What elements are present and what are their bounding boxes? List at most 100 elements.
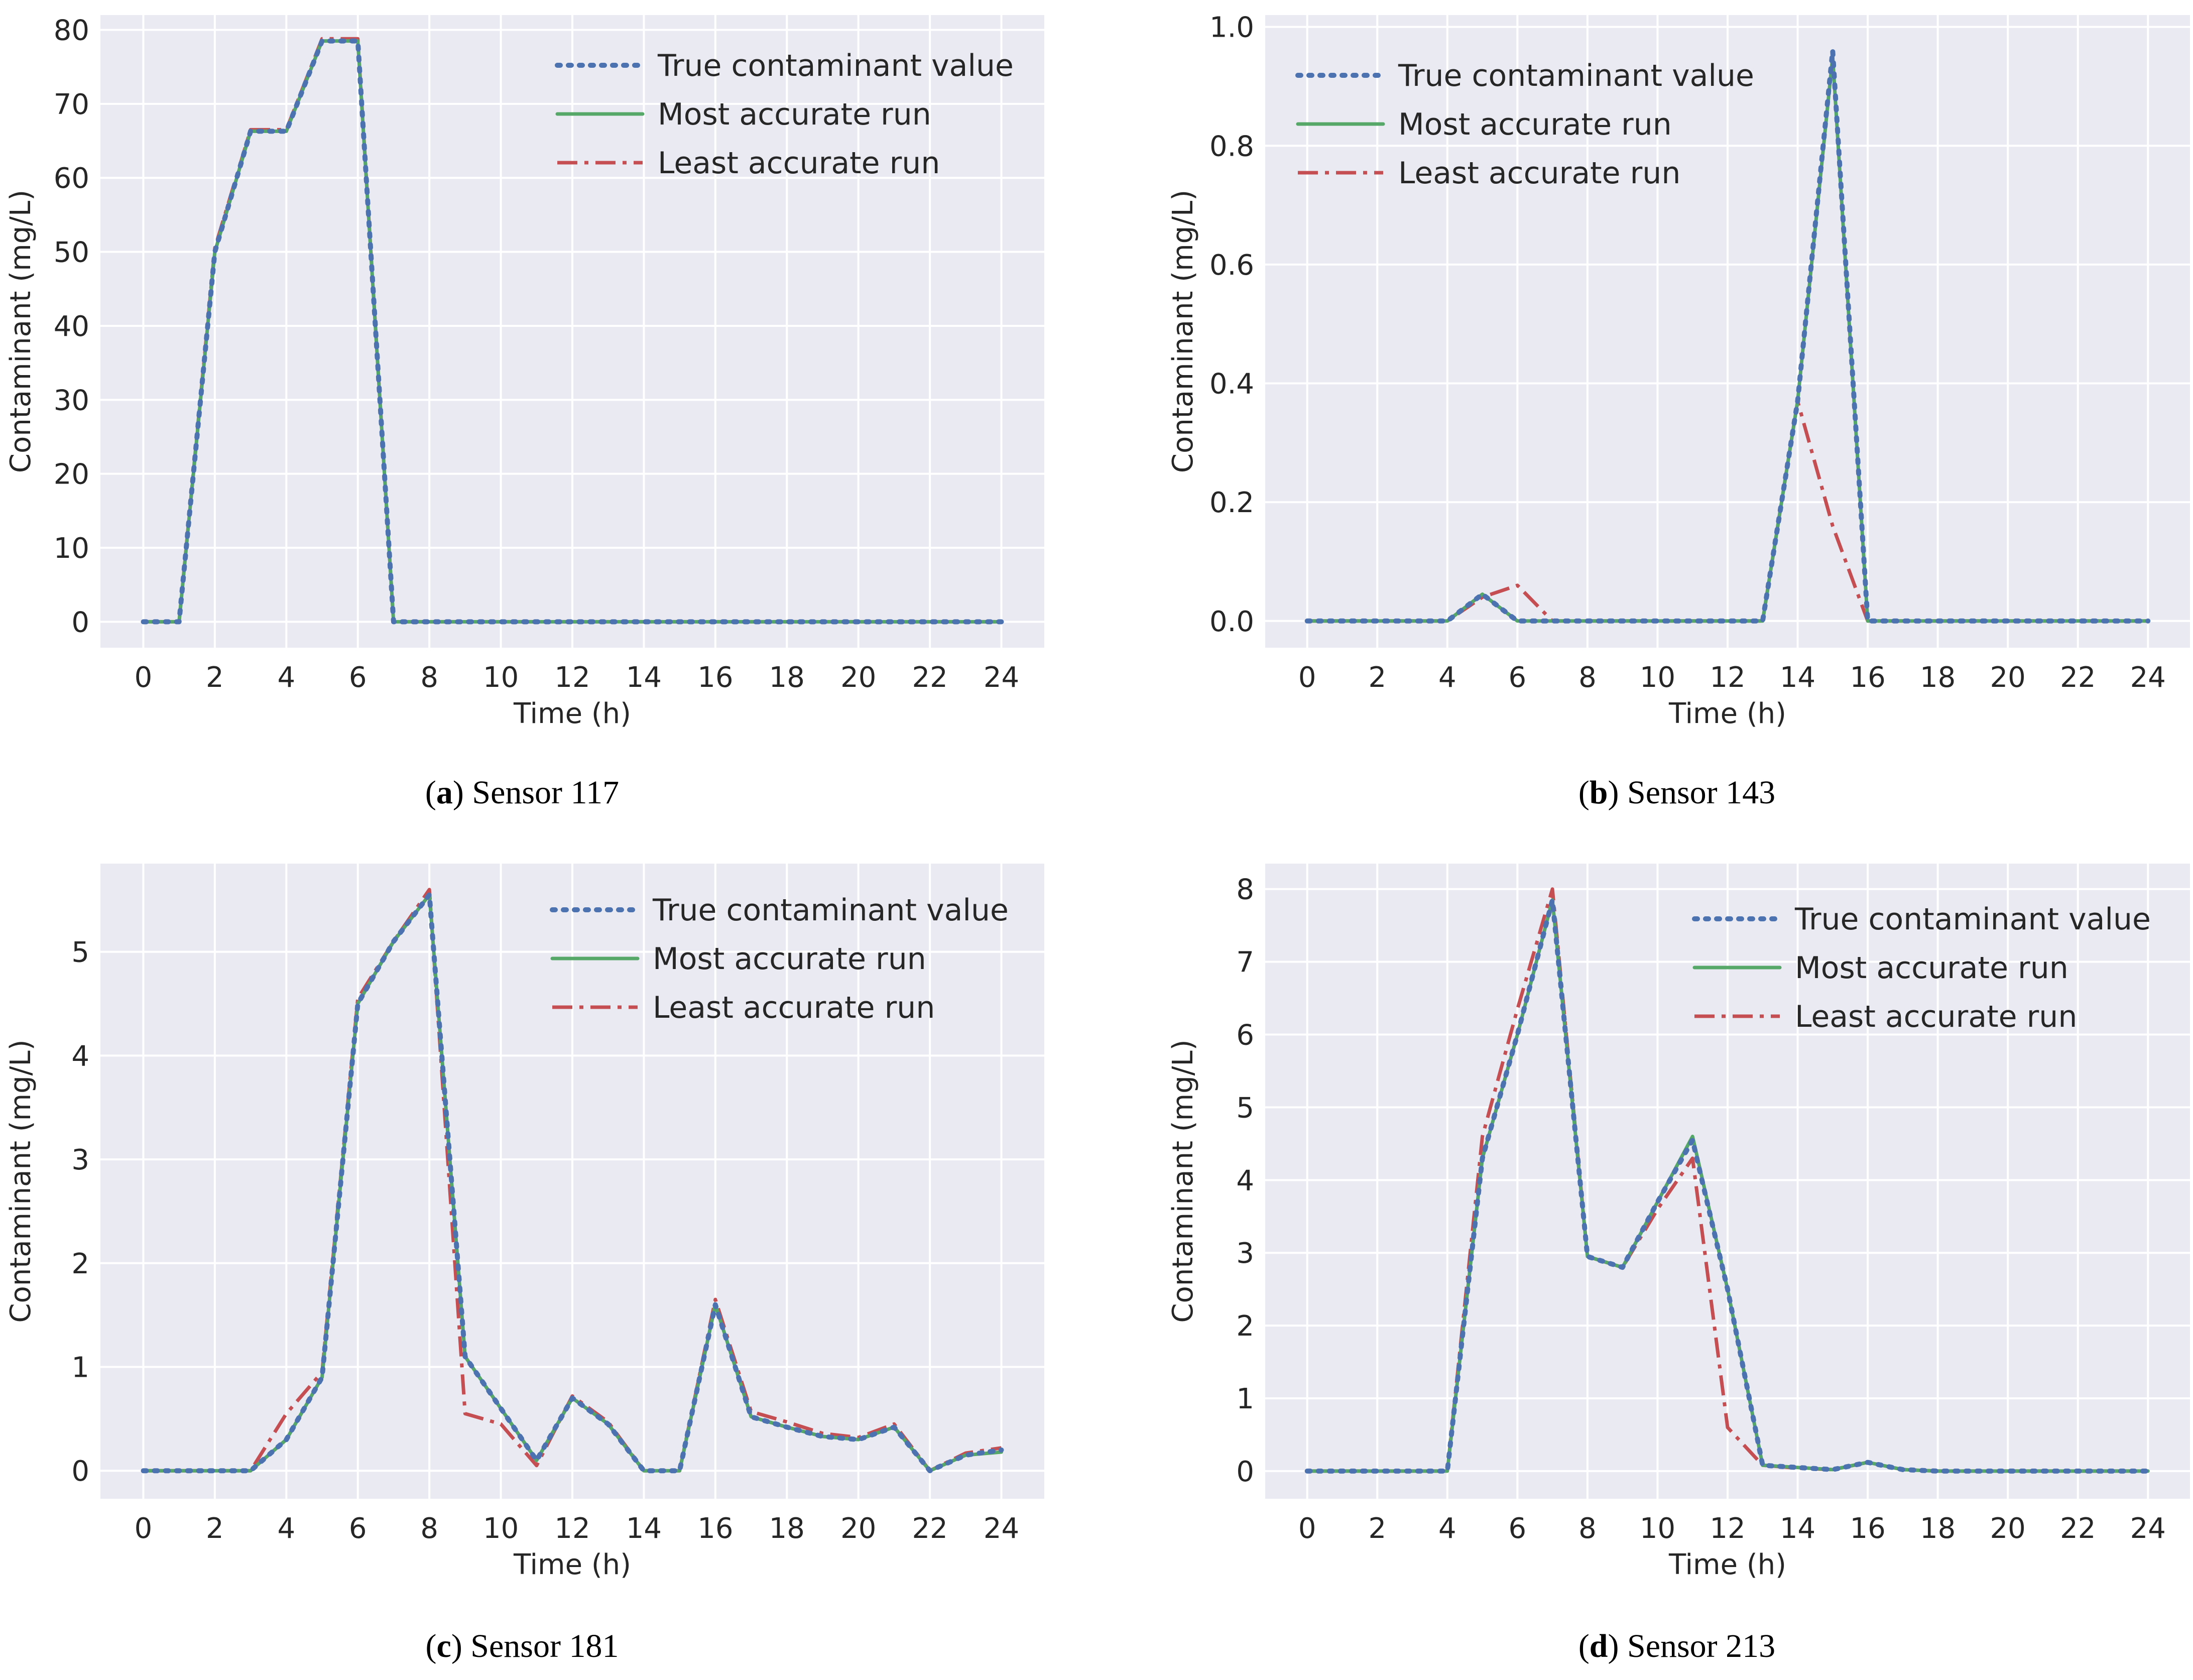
y-tick-label: 1.0 (1209, 12, 1254, 44)
x-tick-label: 14 (626, 661, 662, 694)
caption-open-paren: ( (1578, 774, 1590, 811)
x-tick-label: 18 (1920, 1512, 1956, 1545)
y-tick-label: 3 (71, 1144, 89, 1176)
x-tick-label: 8 (1578, 1512, 1597, 1545)
x-tick-label: 12 (554, 1512, 590, 1545)
legend: True contaminant value Most accurate run L… (1295, 58, 1754, 191)
panel-sensor-143: 0 2 4 6 8 10 12 14 16 18 20 22 240.00.20.40.60.81.0T… (1167, 12, 2190, 811)
x-tick-label: 22 (2060, 1512, 2096, 1545)
x-tick-label: 2 (206, 661, 224, 694)
y-tick-label: 70 (54, 88, 89, 121)
caption-letter: b (1590, 774, 1608, 811)
y-tick-label: 4 (71, 1040, 89, 1072)
x-tick-label: 10 (483, 661, 519, 694)
y-tick-label: 2 (71, 1248, 89, 1280)
y-tick-label: 40 (54, 310, 89, 343)
x-tick-label: 2 (1368, 661, 1386, 694)
y-tick-label: 20 (54, 458, 89, 491)
y-tick-label: 30 (54, 384, 89, 417)
caption-open-paren: ( (426, 1628, 437, 1664)
x-tick-label: 2 (1368, 1512, 1386, 1545)
x-tick-label: 16 (1850, 1512, 1885, 1545)
y-tick-label: 0 (71, 606, 89, 639)
legend-label-true: True contaminant value (652, 893, 1009, 928)
y-tick-label: 8 (1236, 874, 1254, 906)
x-tick-label: 20 (840, 1512, 876, 1545)
x-tick-label: 0 (1298, 1512, 1316, 1545)
x-tick-label: 24 (2130, 1512, 2166, 1545)
legend-label-most: Most accurate run (1795, 950, 2068, 986)
x-tick-label: 10 (483, 1512, 519, 1545)
x-tick-label: 22 (912, 1512, 947, 1545)
x-axis-label: Time (h) (513, 697, 631, 730)
series-line-true (1304, 48, 2151, 624)
y-tick-label: 0.6 (1209, 249, 1254, 282)
x-axis-label: Time (h) (1668, 697, 1786, 730)
series-line-true (141, 892, 1004, 1474)
panel-sensor-117: 0 2 4 6 8 10 12 14 16 18 20 22 2401020304050607080Ti… (5, 14, 1044, 811)
legend-label-true: True contaminant value (1794, 902, 2151, 937)
x-tick-label: 4 (1438, 661, 1456, 694)
y-tick-label: 0.2 (1209, 487, 1254, 519)
panel-caption: (a) Sensor 117 (425, 774, 619, 811)
x-tick-label: 20 (840, 661, 876, 694)
y-tick-label: 2 (1236, 1310, 1254, 1343)
y-tick-label: 60 (54, 162, 89, 195)
legend-label-most: Most accurate run (1398, 107, 1672, 142)
x-tick-label: 24 (984, 661, 1019, 694)
x-tick-label: 12 (554, 661, 590, 694)
x-tick-label: 18 (1920, 661, 1956, 694)
x-tick-label: 16 (697, 661, 733, 694)
x-tick-label: 6 (1509, 1512, 1527, 1545)
x-tick-label: 0 (1298, 661, 1316, 694)
x-tick-label: 10 (1640, 661, 1675, 694)
y-tick-label: 7 (1236, 946, 1254, 979)
x-tick-label: 4 (1438, 1512, 1456, 1545)
y-tick-label: 0 (1236, 1456, 1254, 1488)
y-axis-label: Contaminant (mg/L) (5, 1039, 37, 1323)
legend: True contaminant value Most accurate run L… (1692, 902, 2151, 1034)
legend-label-most: Most accurate run (653, 941, 926, 977)
y-axis-label: Contaminant (mg/L) (1167, 190, 1199, 473)
caption-letter: a (436, 774, 453, 811)
legend-label-true: True contaminant value (657, 48, 1014, 83)
caption-text: ) Sensor 143 (1608, 774, 1776, 811)
x-tick-label: 22 (2060, 661, 2096, 694)
x-tick-label: 16 (1850, 661, 1885, 694)
series-line-true (1304, 897, 2151, 1474)
x-tick-label: 6 (1509, 661, 1527, 694)
x-tick-label: 20 (1990, 1512, 2026, 1545)
x-axis-label: Time (h) (513, 1548, 631, 1581)
y-tick-label: 1 (1236, 1383, 1254, 1415)
x-tick-label: 18 (769, 661, 805, 694)
legend-label-least: Least accurate run (653, 990, 935, 1025)
y-tick-label: 50 (54, 236, 89, 269)
caption-open-paren: ( (425, 774, 436, 811)
panel-caption: (c) Sensor 181 (426, 1628, 619, 1664)
x-axis-label: Time (h) (1668, 1548, 1786, 1581)
y-tick-label: 80 (54, 14, 89, 47)
legend-label-true: True contaminant value (1398, 58, 1754, 93)
x-tick-label: 10 (1640, 1512, 1675, 1545)
x-tick-label: 8 (1578, 661, 1597, 694)
y-tick-label: 0 (71, 1455, 89, 1488)
x-tick-label: 6 (349, 661, 367, 694)
y-axis-label: Contaminant (mg/L) (5, 190, 37, 473)
x-tick-label: 6 (349, 1512, 367, 1545)
x-tick-label: 20 (1990, 661, 2026, 694)
x-tick-label: 4 (277, 1512, 295, 1545)
legend-label-least: Least accurate run (1795, 999, 2077, 1034)
caption-open-paren: ( (1578, 1628, 1590, 1664)
caption-text: ) Sensor 213 (1608, 1628, 1776, 1664)
x-tick-label: 12 (1710, 661, 1745, 694)
y-tick-label: 0.0 (1209, 606, 1254, 638)
x-tick-label: 22 (912, 661, 947, 694)
y-tick-label: 0.8 (1209, 130, 1254, 163)
legend: True contaminant value Most accurate run L… (550, 893, 1009, 1025)
y-tick-label: 5 (71, 936, 89, 969)
x-tick-label: 24 (2130, 661, 2166, 694)
x-tick-label: 2 (206, 1512, 224, 1545)
y-tick-label: 6 (1236, 1019, 1254, 1052)
x-tick-label: 0 (135, 661, 153, 694)
